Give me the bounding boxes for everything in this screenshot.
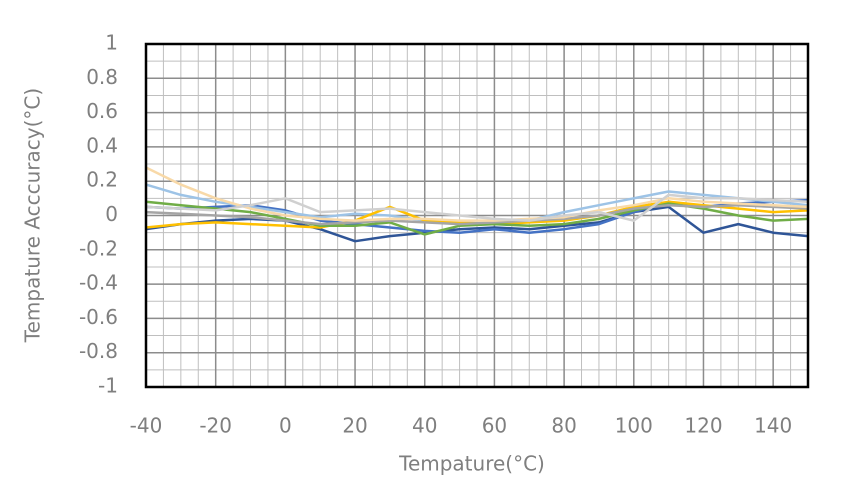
y-tick-label: 0.2: [86, 168, 118, 192]
y-tick-label: -1: [98, 374, 118, 398]
y-tick-label: 0: [105, 202, 118, 226]
x-axis-title: Tempature(°C): [398, 452, 545, 476]
x-tick-label: -40: [130, 414, 163, 438]
plot-frame: [144, 42, 810, 389]
line-series: [145, 203, 809, 226]
x-tick-label: 60: [482, 414, 507, 438]
line-series: [145, 166, 809, 222]
x-tick-label: 120: [684, 414, 722, 438]
line-series: [145, 205, 809, 243]
y-axis-title: Tempature Acccuracy(°C): [21, 88, 45, 343]
x-tick-label: 20: [342, 414, 367, 438]
x-tick-label: 140: [754, 414, 792, 438]
y-tick-label: 0.6: [86, 99, 118, 123]
line-series: [145, 193, 809, 222]
x-tick-label: -20: [199, 414, 232, 438]
x-tick-label: 80: [551, 414, 576, 438]
x-tick-label: 40: [412, 414, 437, 438]
y-tick-label: -0.8: [79, 339, 118, 363]
x-tick-label: 0: [279, 414, 292, 438]
x-tick-label: 100: [615, 414, 653, 438]
y-tick-label: -0.4: [79, 271, 118, 295]
y-tick-label: 0.4: [86, 133, 118, 157]
y-tick-label: 0.8: [86, 65, 118, 89]
y-tick-label: -0.6: [79, 305, 118, 329]
y-tick-label: -0.2: [79, 236, 118, 260]
y-tick-label: 1: [105, 31, 118, 55]
